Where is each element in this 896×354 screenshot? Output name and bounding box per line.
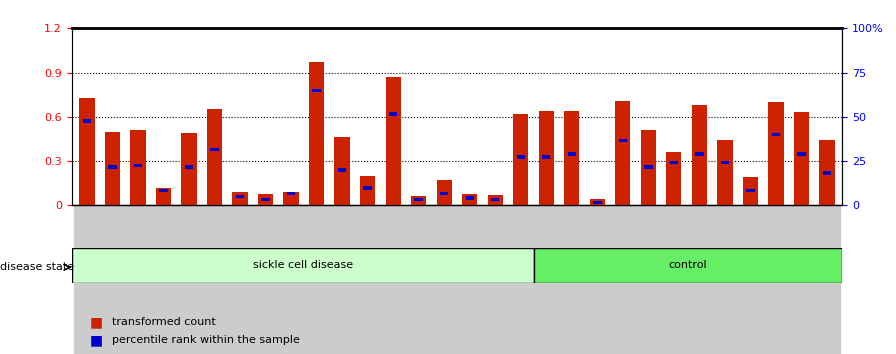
Bar: [695, 152, 703, 156]
Bar: [669, 161, 678, 165]
Bar: [134, 164, 142, 167]
Bar: [99, 205, 125, 354]
Bar: [692, 105, 707, 205]
Bar: [788, 205, 814, 354]
Bar: [819, 141, 834, 205]
Bar: [287, 192, 296, 195]
Bar: [360, 176, 375, 205]
Bar: [768, 102, 784, 205]
Text: transformed count: transformed count: [112, 317, 216, 327]
Bar: [283, 192, 298, 205]
Bar: [482, 205, 508, 354]
Bar: [823, 171, 831, 175]
Bar: [746, 189, 754, 193]
Bar: [462, 194, 478, 205]
Bar: [516, 155, 525, 159]
Bar: [590, 199, 605, 205]
Bar: [743, 177, 758, 205]
Bar: [763, 205, 788, 354]
Bar: [258, 194, 273, 205]
Bar: [567, 152, 576, 156]
FancyBboxPatch shape: [72, 248, 534, 283]
Bar: [236, 195, 245, 198]
Bar: [108, 165, 116, 169]
Bar: [814, 205, 840, 354]
Bar: [737, 205, 763, 354]
Bar: [797, 152, 806, 156]
Bar: [355, 205, 381, 354]
Bar: [82, 120, 91, 123]
Bar: [686, 205, 712, 354]
Text: disease state: disease state: [0, 262, 74, 272]
Bar: [262, 198, 270, 201]
Bar: [487, 195, 503, 205]
Bar: [156, 188, 171, 205]
Bar: [610, 205, 635, 354]
Bar: [232, 192, 247, 205]
Text: ■: ■: [90, 315, 103, 329]
Text: control: control: [668, 261, 708, 270]
Bar: [491, 198, 499, 201]
Bar: [159, 189, 168, 193]
Bar: [313, 88, 321, 92]
Text: ■: ■: [90, 333, 103, 347]
Bar: [720, 161, 729, 165]
Bar: [364, 186, 372, 189]
Bar: [717, 141, 733, 205]
Bar: [542, 155, 550, 159]
Bar: [533, 205, 559, 354]
Bar: [559, 205, 584, 354]
Bar: [125, 205, 151, 354]
Bar: [593, 201, 601, 204]
Bar: [385, 77, 401, 205]
Bar: [151, 205, 177, 354]
Bar: [440, 192, 448, 195]
Bar: [304, 205, 330, 354]
Bar: [381, 205, 406, 354]
Bar: [667, 152, 682, 205]
Bar: [771, 133, 780, 136]
Bar: [641, 130, 656, 205]
Bar: [177, 205, 202, 354]
Bar: [432, 205, 457, 354]
Bar: [635, 205, 661, 354]
Bar: [415, 198, 423, 201]
Bar: [80, 98, 95, 205]
Bar: [457, 205, 482, 354]
Bar: [338, 168, 347, 172]
Bar: [411, 196, 426, 205]
Bar: [228, 205, 253, 354]
Bar: [202, 205, 228, 354]
Bar: [794, 113, 809, 205]
Bar: [513, 114, 529, 205]
Bar: [406, 205, 432, 354]
Bar: [253, 205, 279, 354]
Bar: [538, 111, 554, 205]
Bar: [584, 205, 610, 354]
Bar: [211, 148, 219, 151]
Text: sickle cell disease: sickle cell disease: [253, 261, 353, 270]
Bar: [279, 205, 304, 354]
Bar: [334, 137, 349, 205]
Bar: [330, 205, 355, 354]
Bar: [207, 109, 222, 205]
Bar: [616, 101, 631, 205]
Bar: [661, 205, 686, 354]
FancyBboxPatch shape: [534, 248, 842, 283]
Bar: [564, 111, 580, 205]
Bar: [185, 165, 194, 169]
Bar: [105, 132, 120, 205]
Bar: [466, 196, 474, 200]
Bar: [74, 205, 99, 354]
Bar: [436, 180, 452, 205]
Bar: [389, 112, 398, 116]
Text: percentile rank within the sample: percentile rank within the sample: [112, 335, 300, 345]
Bar: [508, 205, 533, 354]
Bar: [712, 205, 737, 354]
Bar: [309, 62, 324, 205]
Bar: [130, 130, 146, 205]
Bar: [644, 165, 652, 169]
Bar: [618, 139, 627, 142]
Bar: [181, 133, 197, 205]
